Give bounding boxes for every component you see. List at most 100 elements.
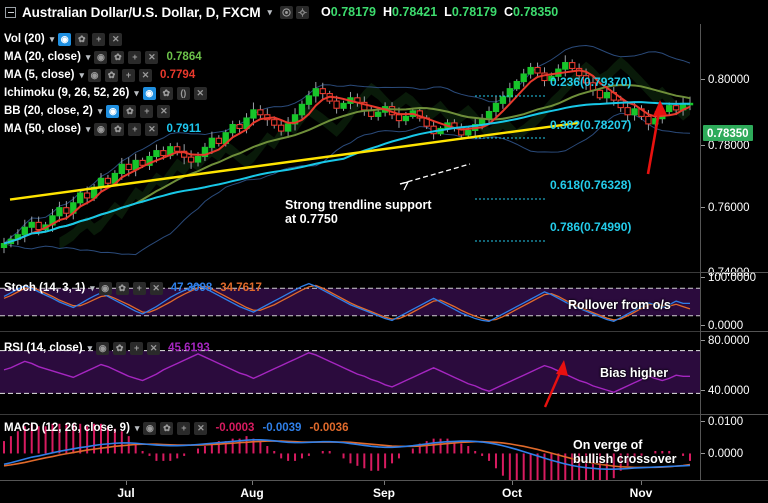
gear-icon[interactable]: ✿ bbox=[159, 86, 173, 100]
plus-icon[interactable]: + bbox=[128, 50, 142, 64]
chart-titlebar: Australian Dollar/U.S. Dollar, D, FXCM ▾… bbox=[0, 0, 768, 24]
gear-icon[interactable]: ✿ bbox=[113, 341, 127, 355]
legend-label-rsi: RSI (14, close) bbox=[4, 342, 83, 354]
gear-icon[interactable]: ✿ bbox=[75, 32, 89, 46]
eye-icon[interactable]: ◉ bbox=[142, 86, 156, 100]
price-tick-080: 0.80000 bbox=[701, 74, 750, 86]
legend-value-ma50: 0.7911 bbox=[166, 123, 201, 135]
legend-caret-stoch[interactable]: ▾ bbox=[90, 282, 95, 293]
stoch-tick-100: 100.0000 bbox=[701, 272, 756, 284]
legend-label-bb: BB (20, close, 2) bbox=[4, 105, 93, 117]
eye-icon[interactable]: ◉ bbox=[98, 281, 112, 295]
eye-icon[interactable]: ◉ bbox=[94, 122, 108, 136]
pane-separator-3[interactable] bbox=[0, 414, 768, 415]
ohlc-close-value: 0.78350 bbox=[513, 5, 559, 19]
gear-icon[interactable] bbox=[296, 5, 310, 19]
rsi-pane[interactable] bbox=[0, 332, 700, 414]
close-icon[interactable]: ✕ bbox=[149, 281, 163, 295]
eye-icon[interactable]: ◉ bbox=[94, 50, 108, 64]
gear-icon[interactable]: ✿ bbox=[123, 104, 137, 118]
gear-icon[interactable]: ✿ bbox=[115, 281, 129, 295]
time-label-jul: Jul bbox=[117, 486, 135, 500]
plus-icon[interactable]: + bbox=[140, 104, 154, 118]
plus-icon[interactable]: + bbox=[128, 122, 142, 136]
time-tick-sep bbox=[384, 481, 385, 485]
legend-caret-bb[interactable]: ▾ bbox=[97, 105, 103, 116]
legend-row-stoch[interactable]: Stoch (14, 3, 1) ▾ ◉ ✿ + ✕ 47.3098 34.76… bbox=[4, 279, 262, 297]
legend-value-macd-line: -0.0039 bbox=[262, 422, 302, 434]
time-axis[interactable]: Jul Aug Sep Oct Nov bbox=[0, 480, 768, 503]
close-icon[interactable]: ✕ bbox=[109, 32, 123, 46]
time-label-aug: Aug bbox=[240, 486, 264, 500]
eye-icon[interactable]: ◉ bbox=[88, 68, 102, 82]
macd-crossover-note: On verge of bullish crossover bbox=[573, 438, 677, 466]
close-icon[interactable]: ✕ bbox=[147, 341, 161, 355]
gear-icon[interactable]: ✿ bbox=[160, 421, 174, 435]
plus-icon[interactable]: + bbox=[130, 341, 144, 355]
close-icon[interactable]: ✕ bbox=[139, 68, 153, 82]
ohlc-close-label: C bbox=[504, 5, 514, 19]
close-icon[interactable]: ✕ bbox=[145, 50, 159, 64]
legend-label-macd: MACD (12, 26, close, 9) bbox=[4, 422, 130, 434]
legend-label-ma5: MA (5, close) bbox=[4, 69, 75, 81]
brackets-icon[interactable]: () bbox=[176, 86, 190, 100]
legend-row-bb[interactable]: BB (20, close, 2) ▾ ◉ ✿ + ✕ bbox=[4, 102, 207, 120]
legend-row-ma50[interactable]: MA (50, close) ▾ ◉ ✿ + ✕ 0.7911 bbox=[4, 120, 207, 138]
gear-icon[interactable]: ✿ bbox=[105, 68, 119, 82]
legend-caret-ichimoku[interactable]: ▾ bbox=[134, 87, 139, 98]
close-icon[interactable]: ✕ bbox=[157, 104, 171, 118]
symbol-title[interactable]: Australian Dollar/U.S. Dollar, D, FXCM bbox=[22, 4, 261, 20]
minus-box-icon[interactable] bbox=[5, 6, 16, 18]
legend-row-ma5[interactable]: MA (5, close) ▾ ◉ ✿ + ✕ 0.7794 bbox=[4, 66, 207, 84]
eye-icon[interactable] bbox=[280, 5, 294, 19]
legend-label-ma20: MA (20, close) bbox=[4, 51, 81, 63]
plus-icon[interactable]: + bbox=[122, 68, 136, 82]
axis-separator-1 bbox=[701, 272, 768, 273]
price-tick-078: 0.78000 bbox=[701, 140, 750, 152]
time-label-nov: Nov bbox=[629, 486, 653, 500]
time-tick-oct bbox=[512, 481, 513, 485]
legend-row-vol[interactable]: Vol (20) ▾ ◉ ✿ + ✕ bbox=[4, 30, 207, 48]
close-icon[interactable]: ✕ bbox=[194, 421, 208, 435]
price-chart-pane[interactable] bbox=[0, 24, 700, 272]
close-icon[interactable]: ✕ bbox=[145, 122, 159, 136]
macd-svg bbox=[3, 423, 691, 480]
legend-row-macd[interactable]: MACD (12, 26, close, 9) ▾ ◉ ✿ + ✕ -0.000… bbox=[4, 419, 348, 437]
rsi-svg bbox=[0, 350, 700, 408]
legend-value-ma5: 0.7794 bbox=[160, 69, 196, 81]
legend-caret-ma50[interactable]: ▾ bbox=[85, 123, 91, 134]
fib-label-236: 0.236(0.79370) bbox=[550, 75, 632, 89]
legend-value-ma20: 0.7864 bbox=[166, 51, 202, 63]
pane-separator-1[interactable] bbox=[0, 272, 768, 273]
legend-caret-rsi[interactable]: ▾ bbox=[87, 342, 93, 353]
macd-pane[interactable] bbox=[0, 415, 700, 480]
gear-icon[interactable]: ✿ bbox=[111, 50, 125, 64]
axis-separator-3 bbox=[701, 414, 768, 415]
price-tick-076: 0.76000 bbox=[701, 202, 750, 214]
legend-caret-ma5[interactable]: ▾ bbox=[79, 69, 85, 80]
eye-icon[interactable]: ◉ bbox=[96, 341, 110, 355]
eye-icon[interactable]: ◉ bbox=[58, 32, 72, 46]
price-axis[interactable]: 0.80000 0.78000 0.76000 0.74000 0.78350 … bbox=[700, 24, 768, 480]
legend-row-rsi[interactable]: RSI (14, close) ▾ ◉ ✿ + ✕ 45.6193 bbox=[4, 339, 210, 357]
plus-icon[interactable]: + bbox=[132, 281, 146, 295]
fib-label-382: 0.382(0.78207) bbox=[550, 118, 632, 132]
stoch-tick-0: 0.0000 bbox=[701, 320, 743, 332]
legend-caret-vol[interactable]: ▾ bbox=[49, 33, 55, 44]
pane-separator-2[interactable] bbox=[0, 331, 768, 332]
legend-caret-macd[interactable]: ▾ bbox=[134, 422, 140, 433]
plus-icon[interactable]: + bbox=[177, 421, 191, 435]
legend-caret-ma20[interactable]: ▾ bbox=[85, 51, 91, 62]
plus-icon[interactable]: + bbox=[92, 32, 106, 46]
legend-row-ichimoku[interactable]: Ichimoku (9, 26, 52, 26) ▾ ◉ ✿ () ✕ bbox=[4, 84, 207, 102]
eye-icon[interactable]: ◉ bbox=[106, 104, 120, 118]
symbol-dropdown-caret[interactable]: ▾ bbox=[267, 6, 273, 17]
legend-row-ma20[interactable]: MA (20, close) ▾ ◉ ✿ + ✕ 0.7864 bbox=[4, 48, 207, 66]
gear-icon[interactable]: ✿ bbox=[111, 122, 125, 136]
stochastic-pane[interactable] bbox=[0, 273, 700, 331]
time-label-sep: Sep bbox=[372, 486, 396, 500]
trendline-support-note: Strong trendline support at 0.7750 bbox=[285, 198, 432, 226]
close-icon[interactable]: ✕ bbox=[193, 86, 207, 100]
eye-icon[interactable]: ◉ bbox=[143, 421, 157, 435]
